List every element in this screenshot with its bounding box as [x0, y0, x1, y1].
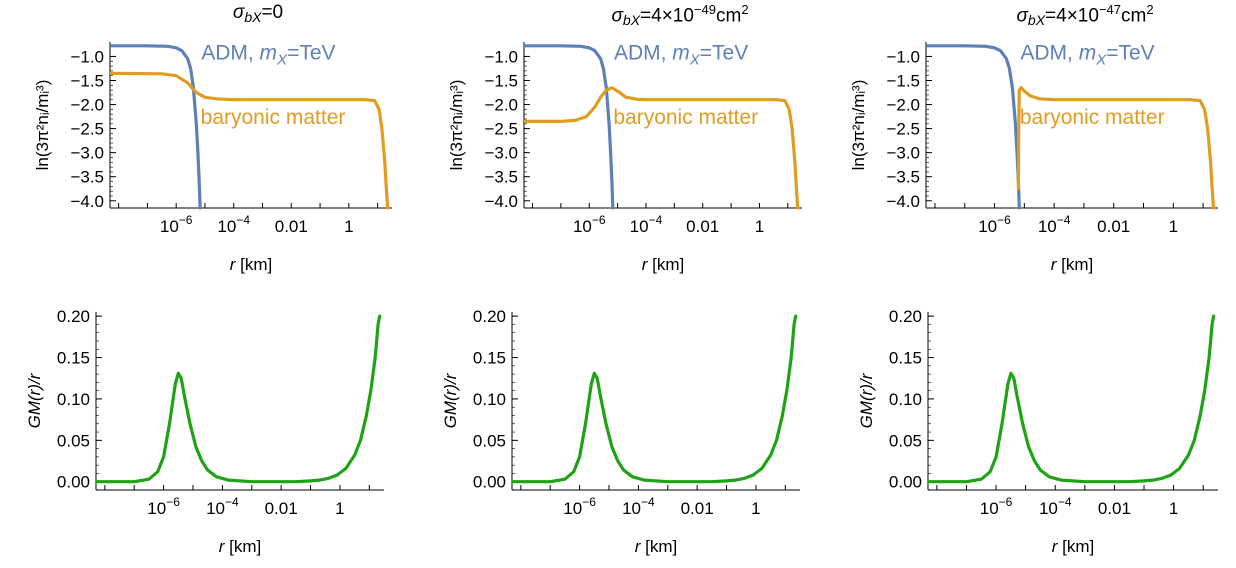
y-tick-label: −3.0 [484, 144, 518, 163]
x-tick-label: 0.01 [1098, 499, 1131, 518]
x-tick-label: 10−4 [622, 495, 655, 518]
series-line-adm [524, 44, 615, 210]
panel-title-2: σbX=4×10−49cm2 [611, 2, 749, 29]
x-axis-label: r [km] [642, 255, 685, 274]
baryonic-label: baryonic matter [613, 106, 758, 129]
x-tick-label: 1 [1169, 499, 1178, 518]
y-tick-label: −2.0 [70, 96, 104, 115]
y-tick-label: 0.05 [889, 431, 922, 450]
baryonic-label: baryonic matter [201, 106, 346, 129]
x-axis-label: r [km] [1051, 255, 1094, 274]
y-tick-label: 0.15 [473, 349, 506, 368]
x-tick-label: 10−4 [217, 213, 250, 236]
x-tick-label: 0.01 [686, 217, 719, 236]
x-tick-label: 0.01 [1097, 217, 1130, 236]
chart-panel-bottom-2: 0.00 0.05 0.10 0.15 0.20 10−6 10−4 0.01 1 r [km] G… [441, 307, 800, 556]
x-tick-label: 10−6 [978, 213, 1011, 236]
y-tick-label: 0.00 [889, 473, 922, 492]
y-tick-label: −1.5 [70, 71, 104, 90]
y-tick-label: 0.15 [889, 349, 922, 368]
adm-label: ADM, mX=TeV [614, 41, 748, 68]
panel-title-3: σbX=4×10−47cm2 [1016, 2, 1154, 29]
y-tick-label: 0.10 [473, 390, 506, 409]
x-tick-label: 0.01 [681, 499, 714, 518]
y-tick-label: −1.0 [886, 47, 920, 66]
y-tick-label: 0.00 [473, 473, 506, 492]
x-tick-label: 1 [755, 217, 764, 236]
x-tick-label: 1 [344, 217, 353, 236]
y-axis-label: GM(r)/r [441, 372, 460, 428]
chart-panel-top-1: −1.0 −1.5 −2.0 −2.5 −3.0 −3.5 −4.0 10−6 10−4 0.01… [33, 41, 392, 274]
y-axis-label: ln(3π²nᵢ/mᵢ³) [33, 80, 52, 171]
y-tick-label: −2.5 [886, 120, 920, 139]
y-tick-label: −4.0 [484, 192, 518, 211]
y-tick-label: −3.5 [484, 168, 518, 187]
y-tick-label: −1.0 [484, 47, 518, 66]
x-tick-label: 10−6 [160, 213, 193, 236]
y-tick-label: 0.20 [57, 307, 90, 326]
x-tick-label: 10−4 [206, 495, 239, 518]
y-tick-label: −3.5 [886, 168, 920, 187]
x-tick-label: 1 [1169, 217, 1178, 236]
y-tick-label: −1.5 [484, 71, 518, 90]
y-axis-label: GM(r)/r [25, 372, 44, 428]
series-line-baryonic [1016, 86, 1216, 210]
chart-panel-bottom-1: 0.00 0.05 0.10 0.15 0.20 10−6 10−4 0.01 1 r [km] G… [25, 307, 384, 556]
y-tick-label: 0.10 [889, 390, 922, 409]
y-tick-label: 0.10 [57, 390, 90, 409]
x-tick-label: 1 [751, 499, 760, 518]
series-line-baryonic [524, 86, 800, 210]
x-tick-label: 10−6 [980, 495, 1013, 518]
panel-title-1: σbX=0 [232, 2, 284, 25]
series-line-metric [96, 314, 382, 484]
y-tick-label: −4.0 [886, 192, 920, 211]
y-tick-label: 0.05 [473, 431, 506, 450]
series-line-metric [512, 314, 798, 484]
chart-panel-top-3: −1.0 −1.5 −2.0 −2.5 −3.0 −3.5 −4.0 10−6 10−4 0.01… [849, 41, 1218, 274]
chart-panel-bottom-3: 0.00 0.05 0.10 0.15 0.20 10−6 10−4 0.01 1 r [km] G… [857, 307, 1218, 556]
y-axis-label: ln(3π²nᵢ/mᵢ³) [849, 80, 868, 171]
series-line-metric [928, 314, 1216, 484]
y-tick-label: 0.05 [57, 431, 90, 450]
y-tick-label: −3.0 [70, 144, 104, 163]
x-axis-label: r [km] [219, 537, 262, 556]
y-tick-label: −3.0 [886, 144, 920, 163]
y-tick-label: −4.0 [70, 192, 104, 211]
x-axis-label: r [km] [635, 537, 678, 556]
baryonic-label: baryonic matter [1020, 106, 1165, 129]
y-tick-label: 0.15 [57, 349, 90, 368]
y-tick-label: 0.00 [57, 473, 90, 492]
y-tick-label: 0.20 [473, 307, 506, 326]
y-tick-label: −2.0 [886, 96, 920, 115]
chart-panel-top-2: −1.0 −1.5 −2.0 −2.5 −3.0 −3.5 −4.0 10−6 10−4 0.01… [447, 41, 802, 274]
x-tick-label: 10−4 [1039, 495, 1072, 518]
x-tick-label: 10−6 [563, 495, 596, 518]
x-tick-label: 10−6 [147, 495, 180, 518]
x-axis-label: r [km] [1052, 537, 1095, 556]
series-line-adm [110, 44, 202, 210]
y-tick-label: −2.0 [484, 96, 518, 115]
series-line-baryonic [110, 71, 390, 210]
y-axis-label: ln(3π²nᵢ/mᵢ³) [447, 80, 466, 171]
x-tick-label: 10−4 [1038, 213, 1071, 236]
adm-label: ADM, mX=TeV [1020, 41, 1154, 68]
x-tick-label: 0.01 [275, 217, 308, 236]
y-tick-label: −3.5 [70, 168, 104, 187]
x-tick-label: 1 [335, 499, 344, 518]
y-tick-label: 0.20 [889, 307, 922, 326]
series-line-adm [926, 44, 1021, 210]
y-tick-label: −1.5 [886, 71, 920, 90]
x-tick-label: 10−6 [573, 213, 606, 236]
y-tick-label: −2.5 [70, 120, 104, 139]
y-axis-label: GM(r)/r [857, 372, 876, 428]
y-tick-label: −2.5 [484, 120, 518, 139]
x-tick-label: 10−4 [630, 213, 663, 236]
x-axis-label: r [km] [230, 255, 273, 274]
adm-label: ADM, mX=TeV [201, 41, 335, 68]
x-tick-label: 0.01 [265, 499, 298, 518]
y-tick-label: −1.0 [70, 47, 104, 66]
